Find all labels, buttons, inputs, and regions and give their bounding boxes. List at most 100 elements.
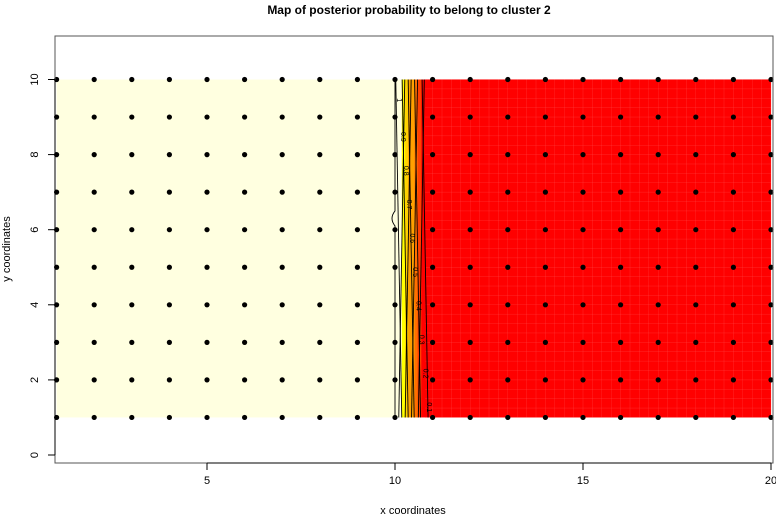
data-point (730, 377, 737, 383)
data-point (655, 377, 661, 383)
data-point (467, 114, 473, 120)
data-point (430, 302, 436, 308)
data-point (542, 264, 549, 270)
data-point (580, 264, 586, 270)
data-point (542, 377, 549, 383)
data-point (618, 414, 624, 421)
data-point (655, 114, 661, 120)
data-point (392, 339, 398, 345)
data-point (279, 227, 285, 233)
data-point (129, 152, 135, 158)
y-axis: 0 2 4 6 8 10 (29, 73, 56, 458)
data-point (129, 76, 135, 83)
data-point (430, 189, 436, 195)
data-point (467, 414, 473, 421)
data-point (279, 264, 285, 270)
data-point (242, 152, 248, 158)
data-point (91, 414, 97, 421)
data-point (91, 114, 97, 120)
y-tick-label: 8 (29, 152, 41, 158)
data-point (655, 227, 661, 233)
data-point (129, 189, 135, 195)
data-point (618, 339, 624, 345)
transition-band (395, 79, 400, 418)
data-point (580, 152, 586, 158)
transition-band (405, 79, 409, 418)
data-point (166, 152, 172, 158)
transition-band (417, 79, 422, 418)
data-point (392, 76, 398, 83)
data-point (693, 377, 699, 383)
data-point (768, 189, 774, 195)
data-point (693, 76, 699, 83)
data-point (430, 114, 436, 120)
data-point (505, 414, 511, 421)
data-point (655, 302, 661, 308)
data-point (505, 114, 511, 120)
data-point (317, 377, 323, 383)
data-point (279, 377, 285, 383)
data-point (542, 189, 549, 195)
data-point (467, 152, 473, 158)
y-tick-label: 4 (29, 302, 41, 308)
contour-label: 0.3 (418, 335, 425, 345)
data-point (730, 114, 737, 120)
x-axis-label: x coordinates (380, 505, 446, 517)
data-point (279, 114, 285, 120)
data-point (768, 414, 774, 421)
data-point (354, 152, 360, 158)
data-point (693, 302, 699, 308)
data-point (242, 76, 248, 83)
data-point (655, 264, 661, 270)
data-point (693, 189, 699, 195)
transition-band (408, 79, 412, 418)
data-point (542, 302, 549, 308)
data-point (505, 189, 511, 195)
data-point (693, 339, 699, 345)
data-point (91, 377, 97, 383)
data-point (354, 227, 360, 233)
contour-line (401, 79, 409, 418)
data-point (618, 152, 624, 158)
data-point (166, 76, 172, 83)
transition-band (401, 79, 406, 418)
data-point (392, 302, 398, 308)
data-point (129, 302, 135, 308)
data-point (618, 189, 624, 195)
data-point (467, 227, 473, 233)
data-point (279, 302, 285, 308)
data-point (392, 114, 398, 120)
data-point (505, 264, 511, 270)
data-point (392, 227, 398, 233)
data-point (91, 189, 97, 195)
data-point (242, 302, 248, 308)
y-tick-label: 2 (29, 377, 41, 383)
contour-label: 0.4 (415, 301, 422, 311)
data-point (317, 264, 323, 270)
contour-line (391, 79, 396, 418)
x-tick-label: 5 (204, 475, 210, 487)
region-high-probability (56, 79, 395, 418)
data-point (768, 264, 774, 270)
data-point (768, 152, 774, 158)
data-point (505, 152, 511, 158)
data-point (618, 114, 624, 120)
data-point (430, 264, 436, 270)
data-point (467, 76, 473, 83)
data-point (91, 339, 97, 345)
data-point (204, 264, 210, 270)
data-point (166, 414, 172, 421)
data-point (279, 189, 285, 195)
x-tick-label: 15 (577, 475, 589, 487)
data-point (91, 264, 97, 270)
data-point (693, 414, 699, 421)
data-point (392, 377, 398, 383)
data-point (542, 114, 549, 120)
data-point (354, 302, 360, 308)
transition-band (411, 79, 416, 418)
data-point (542, 76, 549, 83)
data-point (129, 227, 135, 233)
y-tick-label: 0 (29, 452, 41, 458)
data-point (317, 189, 323, 195)
data-point (655, 152, 661, 158)
